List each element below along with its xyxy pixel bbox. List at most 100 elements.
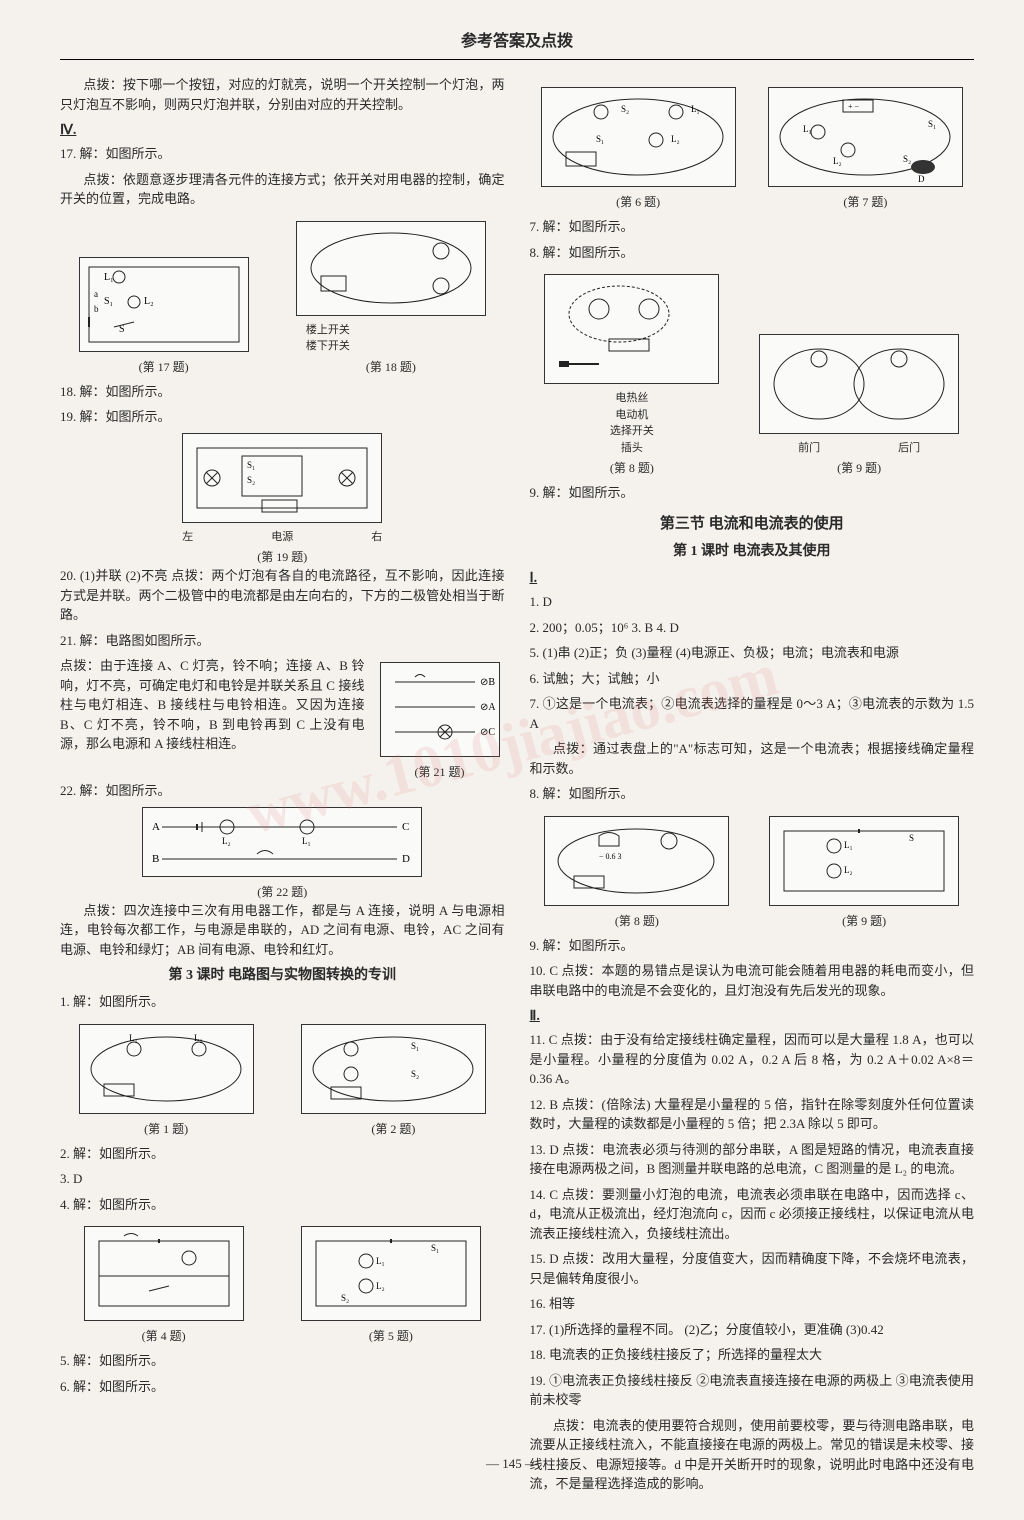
svg-text:B: B <box>152 853 159 865</box>
diagram-r8: − 0.6 3 (第 8 题) <box>544 810 729 930</box>
diagram-21: ⊘B ⊘A ⊘C <box>380 662 500 757</box>
rr-q13: 13. D 点拨：电流表必须与待测的部分串联，A 图是短路的情况，电流表直接接在… <box>530 1140 975 1179</box>
label-heat: 电热丝 <box>544 390 719 407</box>
svg-text:L₁: L₁ <box>803 124 812 134</box>
circuit-icon: ⊘B ⊘A ⊘C <box>385 667 495 752</box>
diagram-s3-5-img: L₁S₁L₂S₂ <box>301 1226 481 1321</box>
diagram-17-block: L₁ a b S₁ L₂ S (第 17 题) <box>79 251 249 376</box>
section-3-title: 第 3 课时 电路图与实物图转换的专训 <box>60 965 505 986</box>
rr-q6: 6. 试触；大；试触；小 <box>530 669 975 689</box>
label-plug: 插头 <box>544 440 719 457</box>
caption-6: (第 6 题) <box>541 193 736 211</box>
svg-text:L₁: L₁ <box>129 1033 138 1043</box>
svg-text:A: A <box>152 821 160 833</box>
svg-text:S₁: S₁ <box>596 134 604 144</box>
circuit-icon: A C B D L₂ L₁ <box>147 812 417 872</box>
svg-text:S₁: S₁ <box>928 119 936 129</box>
diagram-9: 前门 后门 (第 9 题) <box>759 328 959 478</box>
svg-text:L₂: L₂ <box>844 865 853 875</box>
caption-r8: (第 8 题) <box>544 912 729 930</box>
svg-text:S₁: S₁ <box>104 296 113 307</box>
s3-q3: 3. D <box>60 1169 505 1189</box>
rr-q17: 17. (1)所选择的量程不同。 (2)乙；分度值较小，更准确 (3)0.42 <box>530 1320 975 1340</box>
svg-text:⊘B: ⊘B <box>480 677 495 688</box>
rr-q19: 19. ①电流表正负接线柱接反 ②电流表直接连接在电源的两极上 ③电流表使用前未… <box>530 1371 975 1410</box>
diagram-22-block: A C B D L₂ L₁ (第 22 题 <box>60 807 505 901</box>
svg-text:L₁: L₁ <box>376 1256 385 1266</box>
rr-q5: 5. (1)串 (2)正；负 (3)量程 (4)电源正、负极；电流；电流表和电源 <box>530 643 975 663</box>
rr-q12: 12. B 点拨：(倍除法) 大量程是小量程的 5 倍，指针在除零刻度外任何位置… <box>530 1095 975 1134</box>
diagram-22: A C B D L₂ L₁ <box>142 807 422 877</box>
svg-text:S₂: S₂ <box>621 104 629 114</box>
section-roman-4: Ⅳ. <box>60 120 505 141</box>
svg-text:S₂: S₂ <box>411 1069 419 1079</box>
diagram-row-s3-4-5: (第 4 题) L₁S₁L₂S₂ (第 5 题) <box>60 1220 505 1345</box>
diagram-r9-img: L₁SL₂ <box>769 816 959 906</box>
caption-18: (第 18 题) <box>296 358 486 376</box>
s3-q2: 2. 解：如图所示。 <box>60 1144 505 1164</box>
label-left: 左 <box>182 529 193 546</box>
rr-q9-text: 9. 解：如图所示。 <box>530 936 975 956</box>
diagram-s3-5: L₁S₁L₂S₂ (第 5 题) <box>301 1220 481 1345</box>
svg-text:L₂: L₂ <box>144 296 154 307</box>
caption-r9: (第 9 题) <box>769 912 959 930</box>
q19: 19. 解：如图所示。 <box>60 407 505 427</box>
caption-8: (第 8 题) <box>544 459 719 477</box>
caption-21: (第 21 题) <box>375 763 505 781</box>
diagram-row-6-7: S₂L₁S₁L₂ (第 6 题) + −L₁S₁L₂S₂D (第 7 题) <box>530 81 975 211</box>
svg-text:a: a <box>94 289 98 299</box>
rr-q11: 11. C 点拨：由于没有给定接线柱确定量程，因而可以是大量程 1.8 A，也可… <box>530 1030 975 1089</box>
q18: 18. 解：如图所示。 <box>60 382 505 402</box>
caption-s3-5: (第 5 题) <box>301 1327 481 1345</box>
rr-q16: 16. 相等 <box>530 1294 975 1314</box>
section-sub-title: 第 1 课时 电流表及其使用 <box>530 541 975 562</box>
svg-text:S₁: S₁ <box>411 1041 419 1051</box>
diagram-9-img <box>759 334 959 434</box>
caption-9: (第 9 题) <box>759 459 959 477</box>
dianbo-text: 点拨：按下哪一个按钮，对应的灯就亮，说明一个开关控制一个灯泡，两只灯泡互不影响，… <box>60 75 505 114</box>
label-downstairs: 楼下开关 <box>306 338 486 355</box>
page-number: — 145 — <box>0 1454 1024 1474</box>
svg-text:L₁: L₁ <box>691 104 700 114</box>
svg-text:L₂: L₂ <box>222 836 231 846</box>
svg-text:D: D <box>402 853 410 865</box>
label-switch: 选择开关 <box>544 423 719 440</box>
r-q7: 7. 解：如图所示。 <box>530 217 975 237</box>
left-column: 点拨：按下哪一个按钮，对应的灯就亮，说明一个开关控制一个灯泡，两只灯泡互不影响，… <box>60 75 505 1500</box>
section-main-title: 第三节 电流和电流表的使用 <box>530 513 975 536</box>
diagram-row-r8-r9: − 0.6 3 (第 8 题) L₁SL₂ (第 9 题) <box>530 810 975 930</box>
diagram-17: L₁ a b S₁ L₂ S <box>79 257 249 352</box>
svg-text:− 0.6 3: − 0.6 3 <box>599 852 622 861</box>
two-column-layout: 点拨：按下哪一个按钮，对应的灯就亮，说明一个开关控制一个灯泡，两只灯泡互不影响，… <box>60 75 974 1500</box>
caption-7: (第 7 题) <box>768 193 963 211</box>
svg-text:C: C <box>402 821 409 833</box>
q17-dianbo: 点拨：依题意逐步理清各元件的连接方式；依开关对用电器的控制，确定开关的位置，完成… <box>60 170 505 209</box>
svg-text:L₂: L₂ <box>376 1281 385 1291</box>
svg-text:L₂: L₂ <box>194 1033 203 1043</box>
caption-s3-2: (第 2 题) <box>301 1120 486 1138</box>
rr-q7: 7. ①这是一个电流表；②电流表选择的量程是 0～3 A；③电流表的示数为 1.… <box>530 694 975 733</box>
label-right: 右 <box>371 529 382 546</box>
r-q9: 9. 解：如图所示。 <box>530 483 975 503</box>
rr-q2: 2. 200；0.05；10⁶ 3. B 4. D <box>530 618 975 638</box>
diagram-s3-1-img: L₁ L₂ <box>79 1024 254 1114</box>
diagram-s3-4-img <box>84 1226 244 1321</box>
svg-text:L₁: L₁ <box>302 836 311 846</box>
diagram-21-block: ⊘B ⊘A ⊘C (第 21 题) <box>375 656 505 781</box>
label-back-door: 后门 <box>898 440 920 457</box>
label-motor: 电动机 <box>544 407 719 424</box>
diagram-s3-2-img: S₁ S₂ <box>301 1024 486 1114</box>
circuit-icon: L₁ a b S₁ L₂ S <box>84 262 244 347</box>
svg-text:L₂: L₂ <box>671 134 680 144</box>
svg-text:S₂: S₂ <box>903 154 911 164</box>
s3-q5: 5. 解：如图所示。 <box>60 1351 505 1371</box>
q22: 22. 解：如图所示。 <box>60 781 505 801</box>
rr-q10: 10. C 点拨：本题的易错点是误认为电流可能会随着用电器的耗电而变小，但串联电… <box>530 961 975 1000</box>
svg-text:⊘C: ⊘C <box>480 727 495 738</box>
diagram-row-s3-1-2: L₁L₂ (第 1 题) S₁S₂ (第 2 题) <box>60 1018 505 1138</box>
s3-q1: 1. 解：如图所示。 <box>60 992 505 1012</box>
diagram-row-8-9: 电热丝 电动机 选择开关 插头 (第 8 题) 前门 后门 (第 9 题) <box>530 268 975 477</box>
diagram-r9: L₁SL₂ (第 9 题) <box>769 810 959 930</box>
q20: 20. (1)并联 (2)不亮 点拨：两个灯泡有各自的电流路径，互不影响，因此连… <box>60 566 505 625</box>
diagram-8-img <box>544 274 719 384</box>
